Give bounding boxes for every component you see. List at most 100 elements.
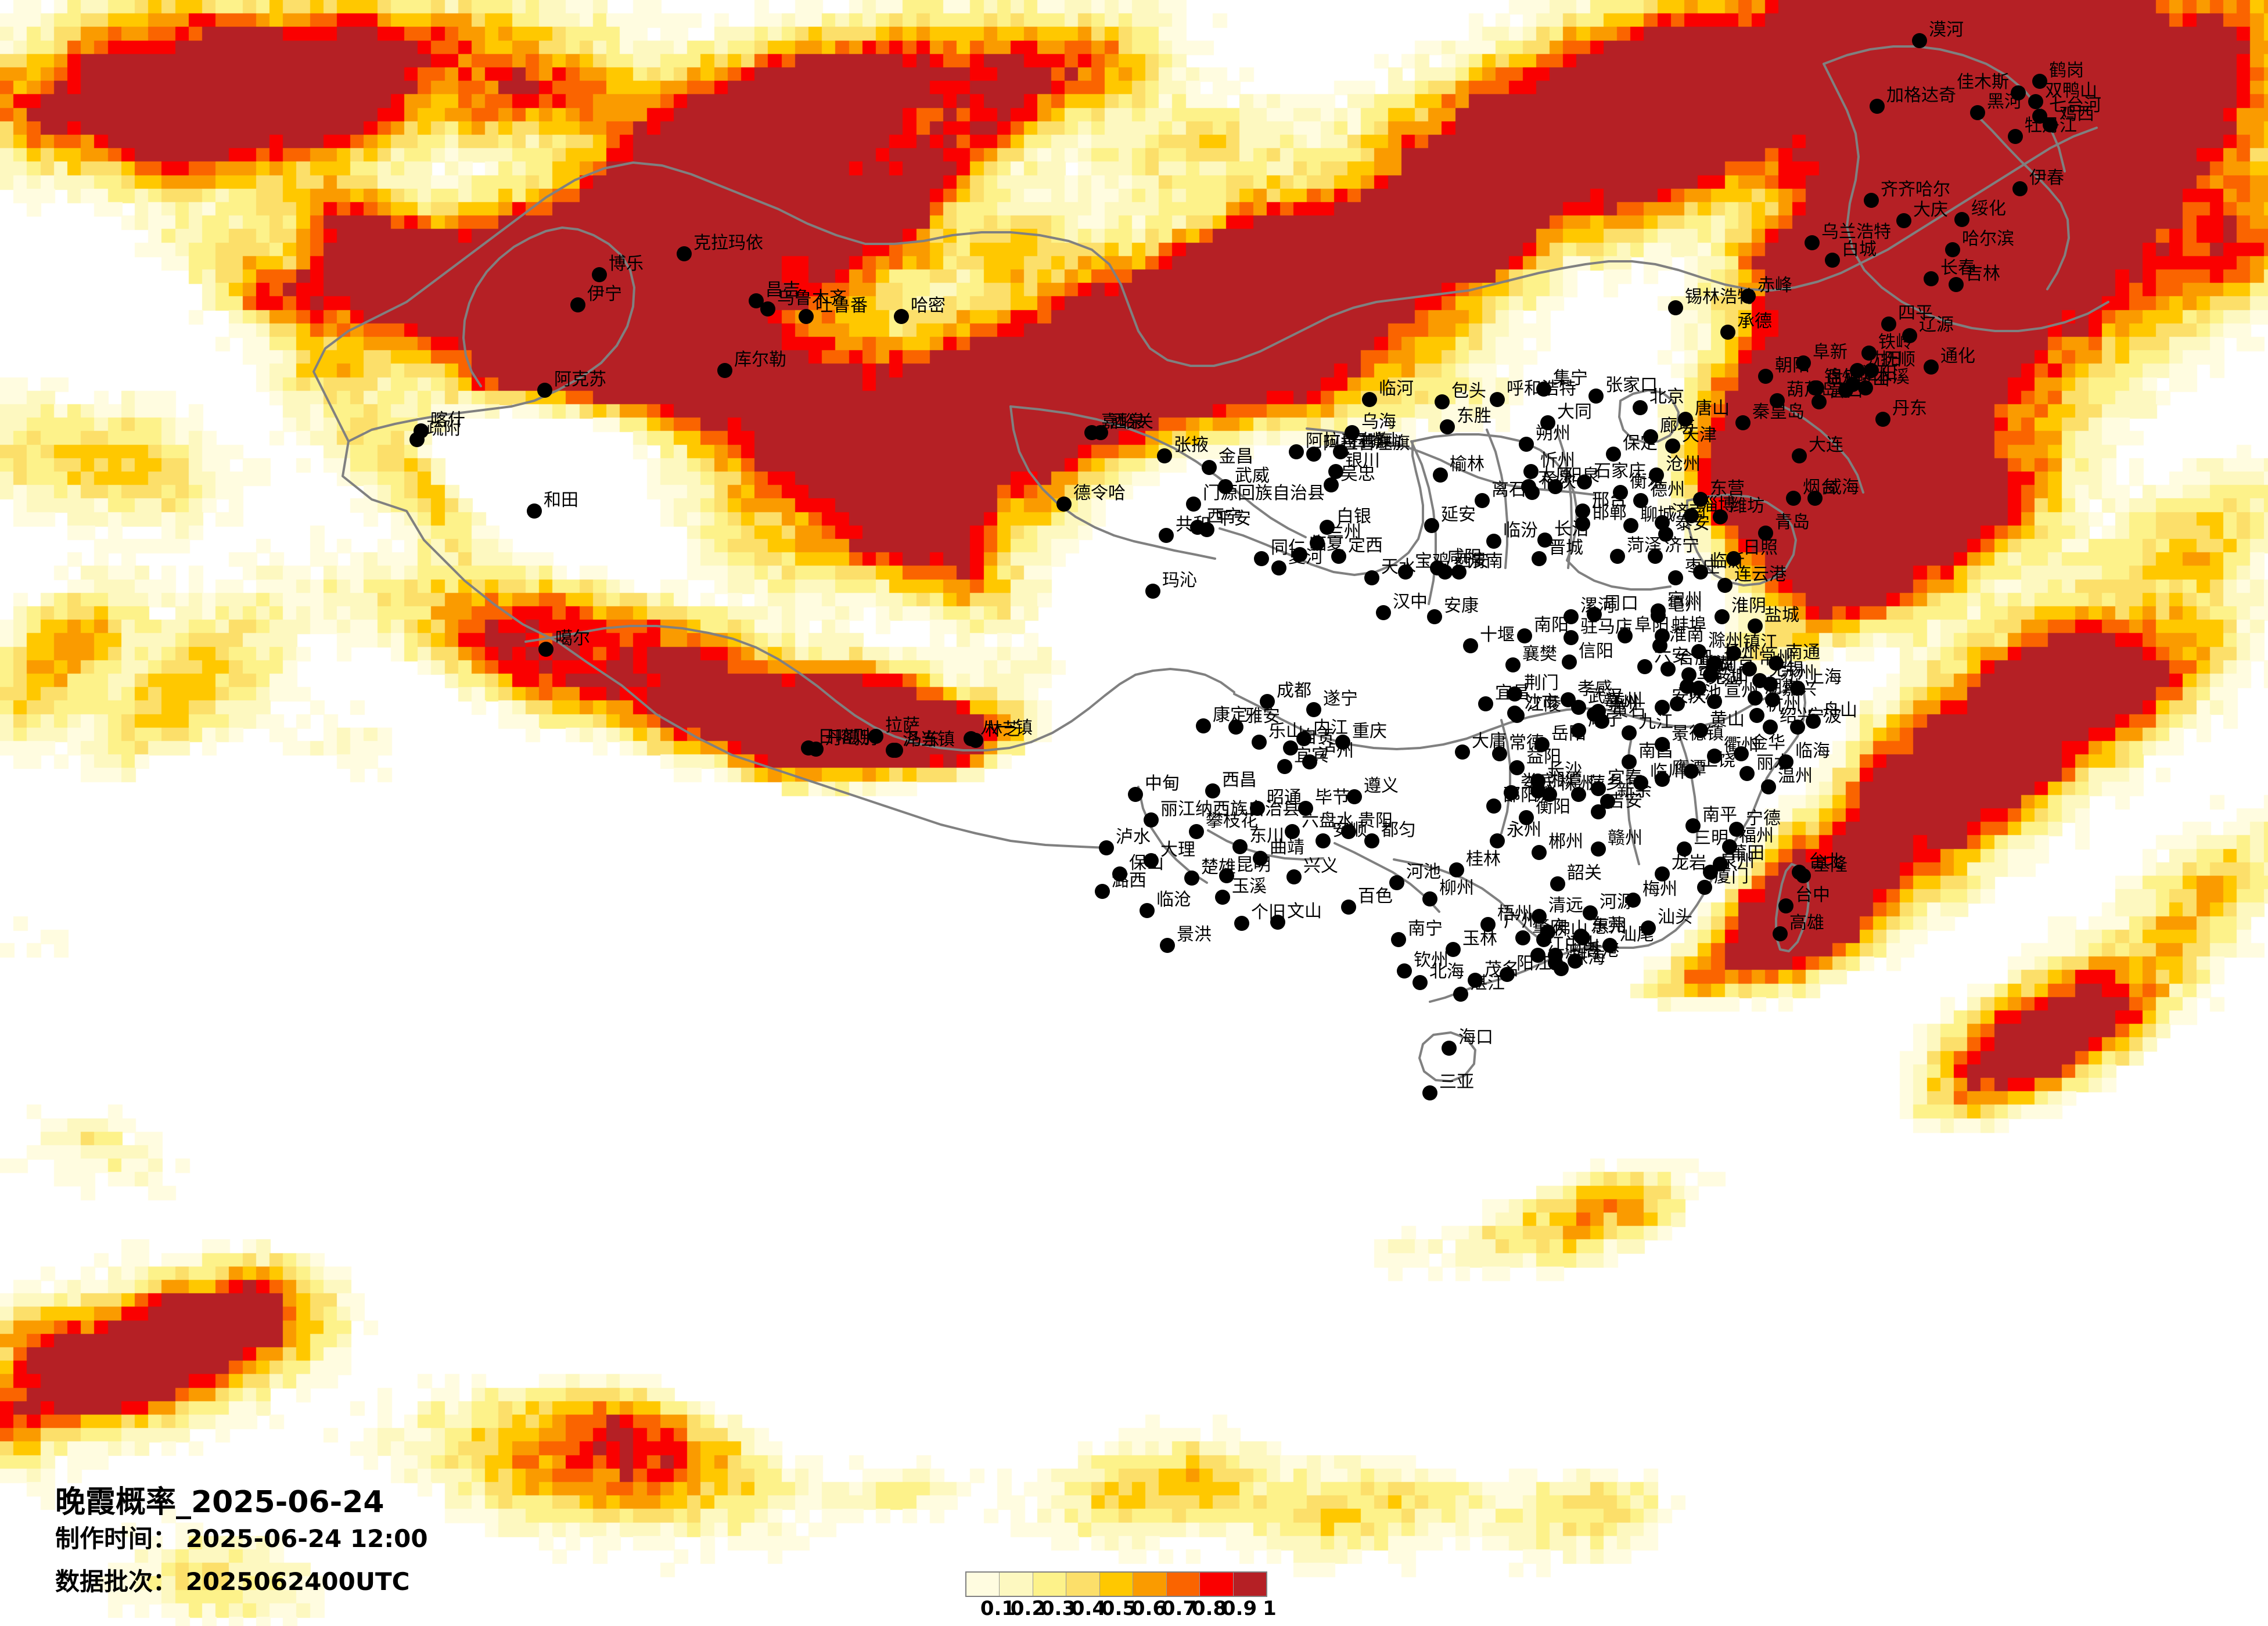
station-dot-icon xyxy=(2028,94,2043,109)
station-dot-icon xyxy=(1924,359,1939,375)
station-dot-icon xyxy=(1519,437,1534,452)
station-label: 台中 xyxy=(1795,885,1830,905)
station-label: 菏泽 xyxy=(1627,535,1662,556)
station-dot-icon xyxy=(1345,425,1360,440)
station-dot-icon xyxy=(1622,754,1637,769)
station-dot-icon xyxy=(1633,493,1648,508)
station-dot-icon xyxy=(1763,677,1778,692)
station-label: 秦皇岛 xyxy=(1752,402,1805,422)
station-label: 蚌埠 xyxy=(1672,615,1706,635)
station-dot-icon xyxy=(1622,725,1637,740)
station-label: 赤峰 xyxy=(1757,275,1792,296)
station-label: 盐城 xyxy=(1764,605,1799,625)
station-label: 惠州 xyxy=(1592,917,1627,937)
station-dot-icon xyxy=(1735,415,1751,430)
station-label: 保定 xyxy=(1623,433,1658,454)
station-label: 泸水 xyxy=(1116,827,1151,847)
station-dot-icon xyxy=(1310,535,1325,551)
colorbar-swatch-2 xyxy=(1000,1573,1033,1596)
station-dot-icon xyxy=(1786,491,1801,506)
station-label: 吴忠 xyxy=(1340,464,1375,484)
station-label: 厦门 xyxy=(1714,866,1749,887)
station-dot-icon xyxy=(1335,735,1350,750)
station-dot-icon xyxy=(1306,447,1321,462)
station-label: 金华 xyxy=(1751,733,1785,753)
station-label: 济宁 xyxy=(1665,535,1699,556)
station-dot-icon xyxy=(1184,870,1199,886)
station-label: 武汉 xyxy=(1588,686,1623,707)
station-dot-icon xyxy=(1525,485,1540,500)
station-dot-icon xyxy=(1440,419,1455,434)
station-dot-icon xyxy=(1850,363,1865,378)
station-label: 阿拉善左旗 xyxy=(1323,433,1410,454)
station-label: 鹤岗 xyxy=(2049,60,2084,81)
station-dot-icon xyxy=(1741,289,1756,304)
station-label: 衢州 xyxy=(1724,735,1759,756)
station-label: 中甸 xyxy=(1145,774,1180,794)
station-label: 江陵 xyxy=(1526,695,1561,715)
station-dot-icon xyxy=(1252,735,1267,750)
station-dot-icon xyxy=(1537,533,1552,548)
station-dot-icon xyxy=(1571,700,1586,715)
station-dot-icon xyxy=(1726,551,1741,566)
station-label: 台北 xyxy=(1809,851,1843,872)
station-dot-icon xyxy=(1722,839,1737,854)
station-label: 韶关 xyxy=(1567,863,1602,883)
station-dot-icon xyxy=(1548,479,1563,494)
station-dot-icon xyxy=(2012,181,2028,196)
colorbar-tick-0.6: 0.6 xyxy=(1131,1597,1167,1620)
station-label: 离石 xyxy=(1491,480,1526,500)
colorbar-tick-0.3: 0.3 xyxy=(1040,1597,1076,1620)
station-dot-icon xyxy=(1056,497,1072,512)
station-dot-icon xyxy=(1668,570,1683,585)
station-dot-icon xyxy=(1742,661,1757,677)
colorbar-swatch-1 xyxy=(966,1573,1000,1596)
station-dot-icon xyxy=(1563,609,1579,624)
station-label: 桂林 xyxy=(1466,849,1501,869)
station-label: 临汾 xyxy=(1503,520,1538,541)
station-label: 通化 xyxy=(1940,346,1975,366)
station-dot-icon xyxy=(1954,212,1969,227)
station-dot-icon xyxy=(1655,866,1670,882)
station-label: 舟山 xyxy=(1823,700,1857,721)
station-label: 西昌 xyxy=(1222,770,1257,790)
station-label: 临川 xyxy=(1650,762,1685,782)
station-dot-icon xyxy=(1517,628,1532,643)
station-label: 和田 xyxy=(544,490,578,510)
station-label: 三亚 xyxy=(1439,1072,1474,1092)
station-dot-icon xyxy=(1362,392,1377,407)
station-label: 大庸 xyxy=(1472,731,1507,751)
station-dot-icon xyxy=(1652,638,1667,653)
station-dot-icon xyxy=(1376,605,1391,620)
station-label: 荆门 xyxy=(1524,673,1559,693)
station-dot-icon xyxy=(1610,549,1625,564)
station-dot-icon xyxy=(1315,833,1331,848)
station-dot-icon xyxy=(1475,493,1490,508)
station-label: 都匀 xyxy=(1381,820,1416,840)
station-dot-icon xyxy=(1655,737,1670,752)
station-dot-icon xyxy=(968,733,983,748)
station-label: 海口 xyxy=(1458,1027,1493,1048)
station-dot-icon xyxy=(1685,818,1701,833)
station-dot-icon xyxy=(1480,917,1496,932)
station-dot-icon xyxy=(1218,479,1233,494)
colorbar-swatch-8 xyxy=(1200,1573,1234,1596)
station-label: 临河 xyxy=(1379,379,1414,399)
station-label: 昌吉 xyxy=(765,280,800,300)
station-dot-icon xyxy=(1219,868,1234,883)
station-label: 梅州 xyxy=(1642,879,1677,900)
station-label: 德州 xyxy=(1650,480,1685,500)
station-label: 安康 xyxy=(1444,596,1479,616)
station-label: 克拉玛依 xyxy=(693,233,763,253)
station-dot-icon xyxy=(1651,603,1666,618)
station-dot-icon xyxy=(1591,804,1606,819)
station-dot-icon xyxy=(1427,609,1442,624)
station-dot-icon xyxy=(1364,570,1379,585)
station-label: 清远 xyxy=(1548,895,1583,916)
station-dot-icon xyxy=(1591,781,1606,796)
station-label: 延安 xyxy=(1441,505,1476,525)
station-dot-icon xyxy=(1691,644,1706,659)
station-label: 基隆 xyxy=(1813,855,1848,875)
station-dot-icon xyxy=(1678,412,1693,427)
station-dot-icon xyxy=(1285,824,1300,839)
